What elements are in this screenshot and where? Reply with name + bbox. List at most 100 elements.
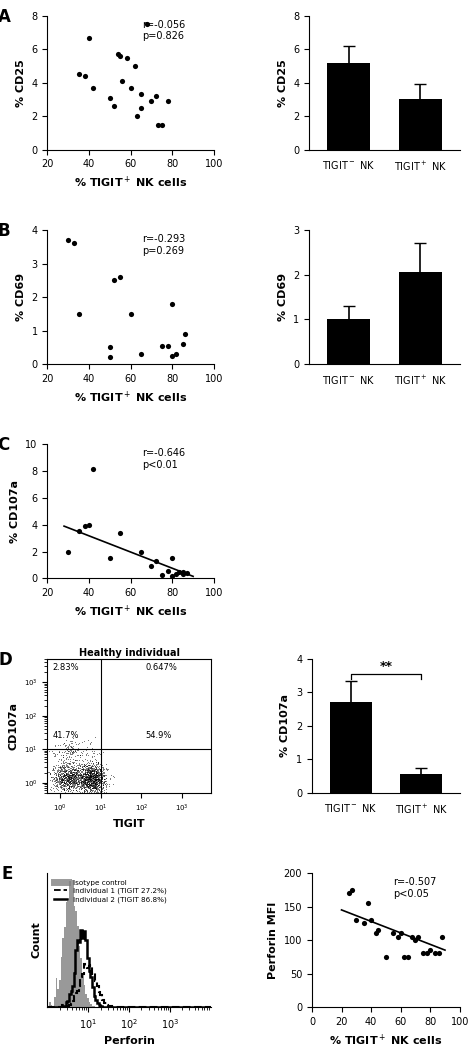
Point — [69, 745, 76, 762]
Point — [66, 762, 73, 778]
Point — [92, 766, 100, 783]
Point — [82, 759, 90, 776]
Point — [64, 766, 72, 783]
Point — [70, 737, 77, 754]
Point — [80, 774, 87, 791]
Point — [66, 756, 73, 773]
Point — [95, 764, 102, 780]
Point — [89, 758, 96, 775]
Point — [77, 773, 84, 790]
Point — [57, 768, 64, 785]
Point — [93, 784, 101, 800]
Point — [56, 779, 64, 796]
Point — [83, 766, 91, 783]
Point — [57, 778, 65, 795]
Point — [96, 774, 103, 791]
Point — [68, 772, 75, 789]
Point — [102, 777, 109, 794]
Point — [69, 764, 76, 780]
Point — [87, 776, 94, 793]
Point — [96, 761, 103, 777]
Point — [85, 769, 93, 786]
Point — [85, 516, 93, 533]
Point — [81, 789, 89, 806]
Point — [65, 773, 73, 790]
Point — [82, 772, 89, 789]
Point — [89, 770, 96, 787]
Point — [65, 770, 73, 787]
Point — [61, 774, 68, 791]
Point — [73, 770, 81, 787]
Point — [54, 761, 62, 777]
Point — [60, 789, 67, 806]
Point — [84, 773, 91, 790]
Point — [89, 767, 97, 784]
Point — [61, 774, 68, 791]
Point — [82, 776, 90, 793]
Point — [52, 756, 60, 773]
Point — [68, 738, 76, 755]
Point — [87, 741, 95, 757]
Point — [353, 912, 360, 928]
Point — [64, 771, 72, 788]
Point — [56, 767, 64, 784]
Point — [61, 766, 69, 783]
Point — [91, 768, 99, 785]
Point — [82, 772, 90, 789]
Point — [92, 775, 100, 792]
Point — [90, 755, 97, 772]
Point — [82, 774, 89, 791]
Point — [85, 776, 93, 793]
Point — [99, 777, 107, 794]
Point — [57, 774, 64, 791]
Point — [65, 769, 73, 786]
Point — [54, 767, 62, 784]
Point — [74, 767, 82, 784]
Point — [83, 791, 91, 808]
Point — [83, 773, 91, 790]
Point — [94, 767, 101, 784]
Point — [63, 777, 70, 794]
Point — [80, 772, 88, 789]
Point — [68, 761, 75, 777]
Point — [60, 768, 67, 785]
Point — [87, 765, 94, 782]
Polygon shape — [47, 879, 211, 1007]
Point — [59, 768, 67, 785]
Point — [52, 777, 60, 794]
Point — [85, 756, 92, 773]
Point — [92, 777, 100, 794]
Point — [99, 764, 107, 780]
Point — [91, 767, 99, 784]
Point — [89, 770, 97, 787]
Point — [61, 737, 69, 754]
Point — [56, 759, 64, 776]
Point — [56, 763, 64, 779]
Point — [60, 778, 67, 795]
Point — [84, 761, 91, 777]
Point — [97, 766, 104, 783]
Point — [89, 779, 97, 796]
Point — [61, 770, 68, 787]
Point — [65, 755, 73, 772]
Point — [61, 772, 68, 789]
Point — [67, 759, 74, 776]
Point — [55, 766, 63, 783]
Point — [53, 764, 61, 780]
Point — [68, 766, 75, 783]
Point — [80, 773, 87, 790]
Point — [59, 744, 66, 761]
Point — [53, 775, 61, 792]
Point — [94, 771, 102, 788]
Point — [89, 758, 97, 775]
Point — [64, 745, 72, 762]
Point — [76, 772, 83, 789]
Point — [82, 757, 90, 774]
Point — [86, 763, 93, 779]
Point — [79, 777, 86, 794]
Point — [60, 770, 68, 787]
Point — [93, 762, 101, 778]
Point — [83, 765, 91, 782]
Point — [68, 771, 76, 788]
Point — [86, 769, 94, 786]
